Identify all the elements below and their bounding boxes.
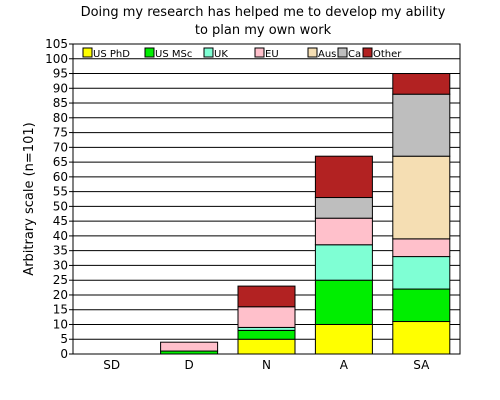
y-tick-labels: 0510152025303540455055606570758085909510…	[45, 37, 68, 361]
legend-label: EU	[265, 49, 279, 60]
bar-segment	[314, 155, 373, 199]
bar-segment	[237, 285, 296, 308]
bar-segment	[237, 306, 296, 328]
bar-segment	[160, 341, 219, 352]
legend-swatch	[203, 47, 214, 58]
y-tick-label: 85	[53, 96, 68, 110]
y-tick-label: 80	[53, 111, 68, 125]
chart-title-line-2: to plan my own work	[195, 23, 332, 38]
bar-segment	[314, 244, 373, 281]
y-tick-label: 100	[45, 52, 68, 66]
bar-segment	[392, 93, 451, 157]
y-tick-label: 75	[53, 126, 68, 140]
y-axis-title: Arbitrary scale (n=101)	[22, 122, 37, 275]
bars	[160, 73, 451, 355]
bar-segment	[392, 256, 451, 290]
bar-segment	[237, 338, 296, 355]
bar-segment	[392, 155, 451, 240]
y-tick-label: 0	[60, 347, 68, 361]
y-tick-label: 15	[53, 303, 68, 317]
legend-swatch	[254, 47, 265, 58]
legend: US PhD US MSc UK EU Aus Ca Other	[82, 47, 402, 60]
y-tick-label: 5	[60, 332, 68, 346]
x-tick-label: SA	[413, 358, 430, 372]
x-tick-label: A	[340, 358, 349, 372]
y-tick-label: 60	[53, 170, 68, 184]
legend-label: Other	[373, 49, 402, 60]
x-tick-label: SD	[103, 358, 120, 372]
y-tick-label: 65	[53, 155, 68, 169]
legend-label: Ca	[348, 49, 361, 60]
bar-segment	[314, 279, 373, 325]
legend-swatch	[362, 47, 373, 58]
legend-label: US PhD	[93, 49, 130, 60]
legend-swatch	[144, 47, 155, 58]
y-tick-label: 10	[53, 317, 68, 331]
x-tick-labels: SD D N A SA	[103, 358, 430, 372]
legend-label: US MSc	[155, 49, 192, 60]
x-tick-label: N	[262, 358, 271, 372]
legend-label: UK	[214, 49, 228, 60]
bar-segment	[392, 321, 451, 355]
legend-swatch	[337, 47, 348, 58]
legend-label: Aus	[318, 49, 336, 60]
bar-segment	[314, 217, 373, 246]
bar-segment	[314, 323, 373, 355]
plot-frame	[72, 43, 461, 355]
y-tick-label: 50	[53, 199, 68, 213]
y-tick-label: 20	[53, 288, 68, 302]
y-tick-label: 105	[45, 37, 68, 51]
y-tick-label: 70	[53, 140, 68, 154]
y-tick-label: 95	[53, 67, 68, 81]
y-tick-label: 40	[53, 229, 68, 243]
bar-segment	[392, 288, 451, 323]
legend-swatch	[307, 47, 318, 58]
y-tick-label: 55	[53, 185, 68, 199]
chart-title-line-1: Doing my research has helped me to devel…	[81, 5, 446, 20]
bar-segment	[392, 73, 451, 95]
y-tick-label: 30	[53, 258, 68, 272]
y-tick-label: 90	[53, 81, 68, 95]
y-tick-label: 45	[53, 214, 68, 228]
bar-segment	[392, 238, 451, 258]
bar-segment	[314, 197, 373, 219]
y-tick-label: 35	[53, 244, 68, 258]
bar-segment	[237, 329, 296, 340]
y-tick-label: 25	[53, 273, 68, 287]
x-tick-label: D	[184, 358, 193, 372]
legend-swatch	[82, 47, 93, 58]
